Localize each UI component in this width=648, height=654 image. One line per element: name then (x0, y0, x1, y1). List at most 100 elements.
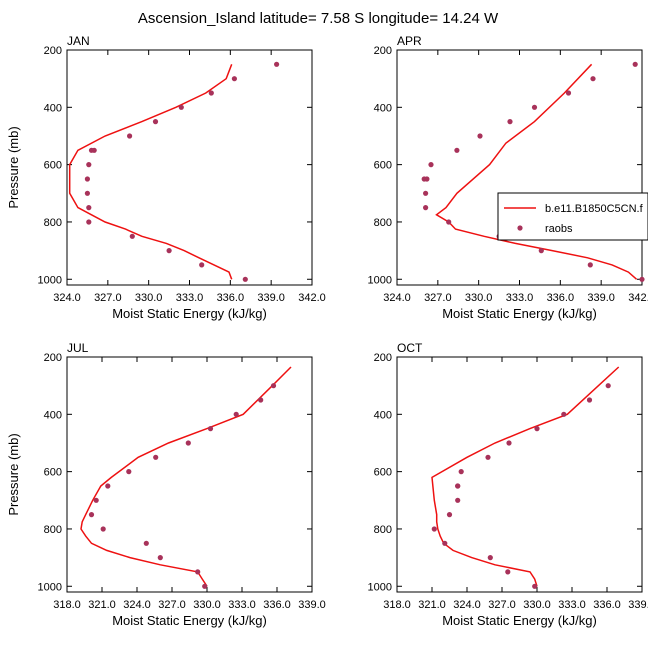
obs-point-jan (86, 205, 92, 211)
plot-frame-oct (396, 356, 643, 593)
obs-point-jul (202, 583, 208, 589)
x-tick-label: 324.0 (383, 292, 411, 304)
y-axis-label-jul: Pressure (mb) (6, 433, 21, 515)
x-tick-label: 330.0 (523, 599, 551, 611)
obs-point-jan (199, 262, 205, 268)
y-tick-label: 1000 (38, 274, 62, 286)
y-tick-label: 600 (44, 160, 62, 172)
panel-apr: APR 324.0 327.0 330.0 333.0 336.0 339.0 342.0 20… (368, 34, 648, 321)
obs-point-jan (129, 233, 135, 239)
y-tick-label: 1000 (38, 581, 62, 593)
legend-obs-swatch (517, 225, 523, 231)
panel-label-apr: APR (397, 34, 422, 48)
legend-model-label: b.e11.B1850C5CN.f (545, 203, 644, 215)
y-tick-label: 400 (44, 102, 62, 114)
obs-point-jul (126, 469, 132, 475)
y-tick-label: 600 (374, 160, 392, 172)
x-axis-label-oct: Moist Static Energy (kJ/kg) (442, 613, 597, 628)
model-line-jul (80, 366, 292, 587)
obs-point-jul (233, 411, 239, 417)
x-tick-label: 336.0 (547, 292, 575, 304)
y-tick-label: 200 (44, 352, 62, 364)
y-tick-label: 1000 (368, 581, 392, 593)
x-tick-label: 324.0 (453, 599, 481, 611)
model-line-oct (431, 366, 620, 587)
obs-point-jul (207, 426, 214, 432)
obs-point-jul (157, 555, 163, 561)
panel-jan: JAN 324.0 327.0 330.0 333.0 336.0 339.0 342.0 20… (6, 34, 326, 321)
obs-point-oct (605, 383, 611, 389)
obs-point-apr (565, 90, 572, 96)
obs-point-oct (455, 483, 461, 489)
obs-point-oct (586, 397, 593, 403)
model-line-jan (68, 64, 233, 280)
x-tick-label: 324.0 (123, 599, 151, 611)
x-tick-label: 324.0 (53, 292, 81, 304)
legend-obs-label: raobs (545, 223, 573, 235)
obs-point-jan (91, 147, 97, 153)
obs-point-jul (100, 526, 106, 532)
obs-point-oct (532, 583, 538, 589)
obs-point-jul (270, 383, 277, 389)
y-tick-label: 800 (374, 524, 392, 536)
x-tick-label: 336.0 (593, 599, 621, 611)
obs-point-jan (127, 133, 133, 139)
x-tick-label: 339.0 (587, 292, 615, 304)
plot-frame-jul (66, 356, 313, 593)
obs-point-apr (424, 176, 430, 182)
x-tick-label: 333.0 (506, 292, 534, 304)
obs-point-oct (442, 540, 448, 546)
x-tick-label: 339.0 (298, 599, 326, 611)
x-tick-label: 330.0 (465, 292, 493, 304)
y-tick-label: 200 (374, 352, 392, 364)
obs-point-oct (485, 454, 491, 460)
y-tick-label: 400 (44, 409, 62, 421)
obs-point-oct (487, 555, 493, 561)
obs-point-jan (242, 276, 248, 282)
obs-point-jan (166, 248, 172, 254)
obs-point-oct (534, 426, 540, 432)
x-tick-label: 321.0 (88, 599, 116, 611)
model-line-apr (435, 63, 638, 280)
obs-point-jan (86, 162, 92, 168)
obs-point-apr (454, 147, 460, 153)
x-tick-label: 327.0 (158, 599, 186, 611)
obs-point-jan (84, 190, 90, 196)
x-tick-label: 339.0 (257, 292, 285, 304)
y-tick-label: 400 (374, 102, 392, 114)
panel-oct: OCT 318.0 321.0 324.0 327.0 330.0 333.0 336.0 33… (368, 341, 648, 628)
obs-point-apr (423, 205, 429, 211)
x-tick-label: 339.0 (628, 599, 648, 611)
obs-point-apr (446, 219, 452, 225)
x-tick-label: 318.0 (383, 599, 411, 611)
obs-point-jan (86, 219, 92, 225)
obs-point-jul (153, 454, 159, 460)
legend: b.e11.B1850C5CN.f raobs (497, 192, 648, 241)
x-tick-label: 333.0 (176, 292, 204, 304)
obs-point-apr (587, 262, 593, 268)
obs-point-oct (561, 411, 567, 417)
obs-point-oct (458, 469, 464, 475)
obs-point-apr (538, 248, 544, 254)
x-tick-label: 342.0 (298, 292, 326, 304)
obs-point-jan (274, 61, 280, 67)
obs-point-jan (152, 119, 159, 125)
obs-point-jan (84, 176, 90, 182)
obs-point-jan (208, 90, 214, 96)
x-tick-label: 336.0 (263, 599, 291, 611)
y-tick-label: 800 (44, 524, 62, 536)
x-tick-label: 342.0 (628, 292, 648, 304)
x-tick-label: 333.0 (558, 599, 586, 611)
y-tick-label: 1000 (368, 274, 392, 286)
y-tick-label: 400 (374, 409, 392, 421)
obs-point-jul (195, 569, 201, 575)
x-tick-label: 327.0 (424, 292, 452, 304)
figure-title: Ascension_Island latitude= 7.58 S longit… (138, 10, 499, 27)
obs-point-jul (105, 483, 111, 489)
y-tick-label: 800 (44, 217, 62, 229)
obs-point-apr (531, 104, 538, 110)
obs-point-apr (477, 133, 483, 139)
obs-point-apr (507, 119, 513, 125)
